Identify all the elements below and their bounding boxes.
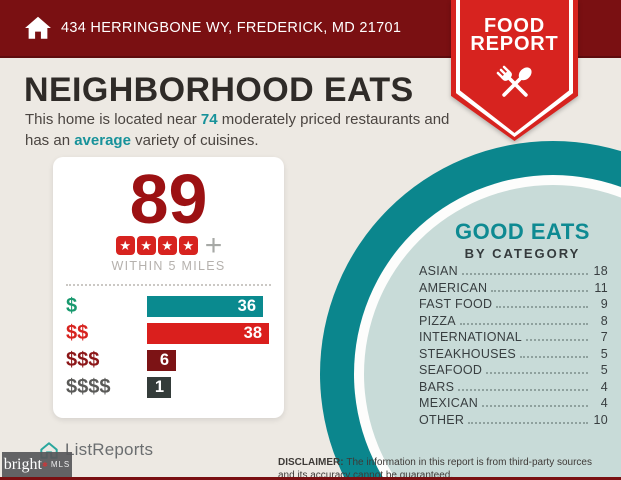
good-eats-circle xyxy=(320,141,621,480)
dotted-leader xyxy=(468,421,588,424)
price-bar-value: 36 xyxy=(237,297,256,316)
price-tier-label: $$$$ xyxy=(66,376,111,399)
price-bar-value: 6 xyxy=(159,351,169,370)
category-name: PIZZA xyxy=(419,313,456,328)
category-count: 5 xyxy=(600,363,608,377)
category-name: SEAFOOD xyxy=(419,363,483,377)
category-row: BARS 4 xyxy=(419,379,608,394)
intro-text: This home is located near 74 moderately … xyxy=(25,109,477,152)
category-row: MEXICAN 4 xyxy=(419,397,608,410)
category-count: 4 xyxy=(600,396,608,410)
star-icon: ★ xyxy=(136,236,156,256)
star-icon: ★ xyxy=(157,236,177,256)
price-tier-label: $$ xyxy=(66,322,89,345)
plus-sign: + xyxy=(204,228,223,262)
stars-row: ★ ★ ★ ★ + xyxy=(53,228,284,262)
category-count: 9 xyxy=(600,297,608,311)
category-name: ASIAN xyxy=(419,264,459,278)
category-name: AMERICAN xyxy=(419,280,488,295)
category-row: SEAFOOD 5 xyxy=(419,364,608,377)
category-name: OTHER xyxy=(419,412,465,427)
price-bar: 6 xyxy=(147,350,176,372)
price-bar: 1 xyxy=(147,377,171,399)
price-bars: $ 36 $$ 38 $$$ 6 $$$$ 1 xyxy=(53,295,284,399)
price-bar-value: 38 xyxy=(243,324,262,343)
intro-post: variety of cuisines. xyxy=(130,132,259,150)
category-name: FAST FOOD xyxy=(419,297,493,311)
price-bar-value: 1 xyxy=(154,378,164,397)
crossed-spoon-fork-icon xyxy=(496,65,532,97)
intro-mid: moderately priced restaurants and xyxy=(217,111,450,128)
property-address: 434 HERRINGBONE WY, FREDERICK, MD 21701 xyxy=(61,20,402,36)
dotted-leader xyxy=(520,355,588,358)
mls-label: MLS xyxy=(50,460,71,469)
dotted-leader xyxy=(459,322,588,325)
bright-wordmark: bright✱ xyxy=(3,455,48,473)
price-bar-row: $ 36 xyxy=(66,295,284,318)
price-bar: 38 xyxy=(147,323,269,345)
category-count: 7 xyxy=(600,330,608,344)
ribbon-title-line2: REPORT xyxy=(470,33,559,55)
category-name: INTERNATIONAL xyxy=(419,330,522,344)
food-score: 89 xyxy=(129,160,208,238)
category-row: INTERNATIONAL 7 xyxy=(419,331,608,344)
disclaimer-text: The information in this report is from t… xyxy=(278,457,595,480)
ribbon-title-line1: FOOD xyxy=(484,15,545,37)
star-icon: ★ xyxy=(115,236,135,256)
score-card: 89 ★ ★ ★ ★ + WITHIN 5 MILES $ 36 $$ 38 $$$ 6… xyxy=(53,157,284,418)
radius-label: WITHIN 5 MILES xyxy=(111,259,226,274)
category-list: ASIAN 18 AMERICAN 11 FAST FOOD 9 PIZZA 8… xyxy=(419,265,608,430)
price-bar-row: $$ 38 xyxy=(66,322,284,345)
category-row: FAST FOOD 9 xyxy=(419,298,608,311)
price-bar-row: $$$ 6 xyxy=(66,349,284,372)
star-icon: ★ xyxy=(178,236,198,256)
dotted-leader xyxy=(482,405,588,407)
intro-line2-pre: has an xyxy=(25,132,75,150)
category-row: STEAKHOUSES 5 xyxy=(419,346,608,361)
dotted-divider xyxy=(66,284,271,287)
category-name: BARS xyxy=(419,379,455,394)
dotted-leader xyxy=(462,273,588,275)
price-bar-row: $$$$ 1 xyxy=(66,376,284,399)
page-title: NEIGHBORHOOD EATS xyxy=(24,71,414,109)
dotted-leader xyxy=(491,289,588,292)
dotted-leader xyxy=(525,339,588,341)
disclaimer-label: DISCLAIMER: xyxy=(278,457,347,468)
category-count: 5 xyxy=(600,346,608,361)
listreports-wordmark: ListReports xyxy=(65,440,154,459)
category-name: STEAKHOUSES xyxy=(419,346,517,361)
category-row: PIZZA 8 xyxy=(419,313,608,328)
restaurant-count: 74 xyxy=(200,111,218,128)
category-row: OTHER 10 xyxy=(419,412,608,427)
category-count: 8 xyxy=(600,313,608,328)
dotted-leader xyxy=(496,306,588,308)
category-row: ASIAN 18 xyxy=(419,265,608,278)
variety-highlight: average xyxy=(74,132,131,150)
dotted-leader xyxy=(486,372,588,374)
home-icon xyxy=(25,16,51,39)
dotted-leader xyxy=(458,388,588,391)
category-count: 10 xyxy=(593,412,608,427)
category-count: 18 xyxy=(593,264,608,278)
good-eats-heading: GOOD EATS BY CATEGORY xyxy=(430,219,615,262)
category-name: MEXICAN xyxy=(419,396,479,410)
price-tier-label: $ xyxy=(66,295,78,318)
food-report-ribbon: FOOD REPORT xyxy=(451,0,578,141)
price-bar: 36 xyxy=(147,296,263,318)
good-eats-subtitle: BY CATEGORY xyxy=(464,246,581,261)
category-row: AMERICAN 11 xyxy=(419,280,608,295)
category-count: 11 xyxy=(594,280,608,295)
intro-pre: This home is located near xyxy=(25,111,201,128)
footer-stripe xyxy=(0,477,621,480)
bright-mls-logo: bright✱ MLS xyxy=(2,452,72,477)
ribbon-title: FOOD REPORT xyxy=(470,15,559,55)
category-count: 4 xyxy=(600,379,608,394)
price-tier-label: $$$ xyxy=(66,349,100,372)
good-eats-title: GOOD EATS xyxy=(455,219,590,244)
bright-mark-icon: ✱ xyxy=(41,460,48,469)
disclaimer: DISCLAIMER: The information in this repo… xyxy=(278,456,604,480)
